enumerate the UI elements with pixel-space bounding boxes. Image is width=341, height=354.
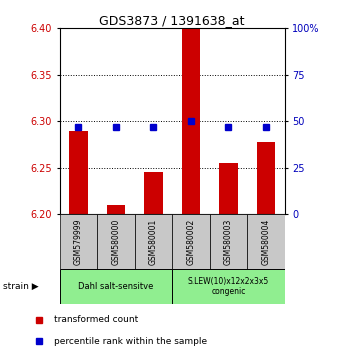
Bar — [256, 142, 275, 214]
Bar — [210, 214, 247, 269]
Bar — [60, 269, 172, 304]
Bar — [172, 214, 210, 269]
Text: GSM580004: GSM580004 — [262, 218, 270, 265]
Text: GSM580002: GSM580002 — [187, 218, 195, 265]
Bar — [144, 172, 163, 214]
Text: S.LEW(10)x12x2x3x5
congenic: S.LEW(10)x12x2x3x5 congenic — [188, 277, 269, 296]
Bar — [135, 214, 172, 269]
Bar — [60, 214, 97, 269]
Text: percentile rank within the sample: percentile rank within the sample — [54, 337, 207, 346]
Text: GSM579999: GSM579999 — [74, 218, 83, 265]
Bar — [106, 205, 125, 214]
Text: Dahl salt-sensitve: Dahl salt-sensitve — [78, 282, 154, 291]
Text: GSM580000: GSM580000 — [112, 218, 120, 265]
Bar — [172, 269, 285, 304]
Text: transformed count: transformed count — [54, 315, 138, 324]
Bar — [247, 214, 285, 269]
Title: GDS3873 / 1391638_at: GDS3873 / 1391638_at — [100, 14, 245, 27]
Text: GSM580001: GSM580001 — [149, 218, 158, 265]
Bar — [181, 28, 200, 214]
Bar — [219, 163, 238, 214]
Bar — [69, 131, 88, 214]
Text: strain ▶: strain ▶ — [3, 282, 39, 291]
Text: GSM580003: GSM580003 — [224, 218, 233, 265]
Bar — [97, 214, 135, 269]
